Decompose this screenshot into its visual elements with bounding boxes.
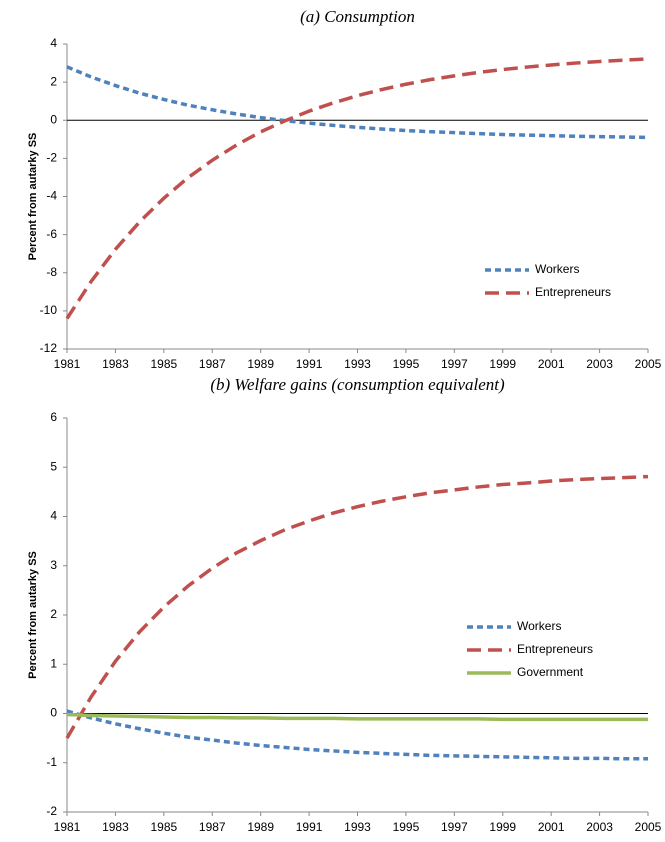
series-line: [65, 474, 649, 740]
legend-label: Workers: [517, 619, 561, 633]
legend-label: Entrepreneurs: [535, 285, 611, 299]
x-tick-label: 1983: [102, 820, 129, 834]
x-tick-label: 1993: [344, 820, 371, 834]
series-line: [66, 712, 648, 722]
x-tick-label: 1993: [344, 357, 371, 371]
x-tick-label: 1987: [199, 820, 226, 834]
y-tick-label: 1: [50, 656, 57, 670]
y-tick-label: 5: [50, 459, 57, 473]
series-line: [66, 65, 649, 140]
y-tick-label: -8: [46, 265, 57, 279]
x-tick-label: 2005: [635, 357, 662, 371]
x-tick-label: 2003: [586, 820, 613, 834]
y-axis-label: Percent from autarky SS: [27, 551, 39, 679]
x-tick-label: 1981: [54, 820, 81, 834]
y-tick-label: -10: [40, 303, 58, 317]
x-tick-label: 1997: [441, 357, 468, 371]
y-tick-label: -2: [46, 804, 57, 818]
x-tick-label: 2003: [586, 357, 613, 371]
y-tick-label: 3: [50, 558, 57, 572]
x-tick-label: 1999: [489, 357, 516, 371]
legend-label: Entrepreneurs: [517, 642, 593, 656]
x-tick-label: 1983: [102, 357, 129, 371]
chart-title: (a) Consumption: [300, 7, 415, 26]
y-tick-label: -1: [46, 755, 57, 769]
x-tick-label: 1989: [247, 357, 274, 371]
x-tick-label: 1981: [54, 357, 81, 371]
x-tick-label: 2001: [538, 357, 565, 371]
y-tick-label: 2: [50, 607, 57, 621]
series-line: [66, 709, 648, 761]
y-tick-label: 4: [50, 509, 57, 523]
x-tick-label: 1995: [393, 820, 420, 834]
y-tick-label: -2: [46, 151, 57, 165]
legend-label: Government: [517, 665, 584, 679]
y-tick-label: 6: [50, 410, 57, 424]
legend-label: Workers: [535, 262, 579, 276]
x-tick-label: 1995: [393, 357, 420, 371]
x-tick-label: 1989: [247, 820, 274, 834]
chart-title: (b) Welfare gains (consumption equivalen…: [210, 375, 505, 394]
x-tick-label: 2005: [635, 820, 662, 834]
y-tick-label: 0: [50, 112, 57, 126]
x-tick-label: 2001: [538, 820, 565, 834]
y-tick-label: 0: [50, 706, 57, 720]
y-tick-label: 2: [50, 74, 57, 88]
x-tick-label: 1991: [296, 820, 323, 834]
x-tick-label: 1991: [296, 357, 323, 371]
y-tick-label: -12: [40, 341, 58, 355]
x-tick-label: 1985: [150, 820, 177, 834]
x-tick-label: 1985: [150, 357, 177, 371]
x-tick-label: 1999: [489, 820, 516, 834]
y-axis-label: Percent from autarky SS: [27, 133, 39, 261]
y-tick-label: -4: [46, 189, 57, 203]
x-tick-label: 1987: [199, 357, 226, 371]
y-tick-label: -6: [46, 227, 57, 241]
y-tick-label: 4: [50, 36, 57, 50]
x-tick-label: 1997: [441, 820, 468, 834]
series-line: [65, 57, 649, 320]
